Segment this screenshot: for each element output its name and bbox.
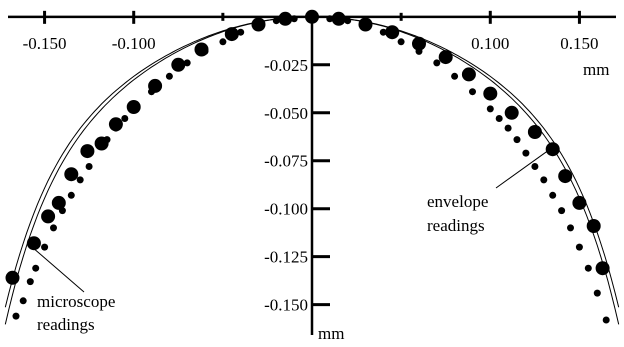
large-data-point (26, 236, 41, 251)
small-data-point (41, 243, 49, 251)
small-data-point (531, 163, 539, 170)
large-data-point (126, 100, 141, 114)
annotation-envelope-readings: envelope (427, 192, 488, 211)
y-unit-label: mm (318, 324, 344, 343)
large-data-point (51, 195, 66, 210)
large-data-point (438, 50, 453, 65)
large-data-point (80, 144, 95, 159)
annotation-envelope-readings: readings (427, 216, 485, 235)
small-data-point (121, 115, 129, 122)
y-tick-label: -0.100 (264, 200, 308, 219)
large-data-point (251, 17, 266, 32)
annotations: envelope readings microscope readings (31, 146, 553, 334)
small-data-point (379, 28, 387, 36)
small-data-point (76, 176, 84, 184)
annotation-leader (31, 246, 85, 293)
large-data-point (148, 78, 163, 93)
small-data-point (183, 59, 191, 67)
y-tick-label: -0.075 (264, 152, 308, 171)
x-tick-label: -0.150 (23, 34, 67, 53)
large-data-point (224, 27, 239, 42)
large-data-point (545, 142, 560, 157)
large-data-point (5, 270, 20, 285)
small-data-point (165, 72, 173, 80)
small-data-point (433, 59, 441, 67)
x-tick-label: -0.100 (112, 34, 156, 53)
large-data-point (171, 57, 186, 72)
small-data-point (219, 38, 227, 46)
small-data-point (513, 136, 521, 144)
small-data-point (593, 289, 601, 297)
large-data-point (586, 219, 601, 233)
small-data-point (397, 38, 405, 46)
x-tick-label: 0.150 (560, 34, 598, 53)
small-data-point (504, 124, 512, 132)
annotation-microscope-readings: readings (37, 315, 95, 334)
small-data-point (237, 28, 245, 36)
small-data-point (549, 191, 557, 199)
large-data-point (64, 167, 79, 182)
large-data-point (504, 105, 519, 120)
large-data-point (358, 17, 373, 32)
large-data-point (527, 125, 542, 139)
small-data-point (486, 105, 494, 113)
large-data-point (483, 86, 498, 101)
large-data-point (305, 9, 319, 24)
small-data-point (602, 316, 610, 324)
large-data-point (278, 11, 293, 26)
small-data-point (567, 224, 574, 232)
annotation-leader (495, 146, 553, 189)
small-data-point (67, 191, 75, 199)
small-data-point (85, 163, 93, 170)
large-data-point (412, 36, 426, 51)
x-ticks: -0.150 -0.100 0.100 0.150 (23, 10, 599, 53)
small-data-point (290, 15, 298, 23)
small-data-point (344, 17, 352, 25)
small-data-point (584, 264, 592, 272)
small-data-point (12, 312, 20, 320)
large-data-point (558, 169, 573, 184)
large-data-point (572, 195, 587, 210)
small-data-point (575, 243, 583, 251)
small-data-point (540, 176, 548, 184)
small-data-point (495, 115, 503, 122)
small-data-point (19, 297, 27, 305)
data-points (5, 9, 610, 324)
small-data-point (50, 224, 57, 232)
large-data-point (94, 136, 109, 151)
large-data-point (595, 261, 610, 276)
small-data-point (469, 88, 476, 96)
y-tick-label: -0.150 (264, 296, 308, 315)
large-data-point (385, 25, 400, 40)
x-unit-label: mm (583, 60, 609, 79)
small-data-point (32, 264, 40, 272)
y-tick-label: -0.025 (264, 56, 308, 75)
annotation-microscope-readings: microscope (37, 292, 115, 311)
y-tick-label: -0.050 (264, 104, 308, 123)
large-data-point (41, 209, 56, 224)
large-data-point (194, 42, 209, 57)
small-data-point (326, 15, 334, 23)
small-data-point (272, 17, 280, 25)
large-data-point (461, 67, 476, 82)
large-data-point (108, 117, 123, 132)
small-data-point (26, 278, 34, 286)
small-data-point (558, 207, 566, 215)
x-tick-label: 0.100 (471, 34, 509, 53)
large-data-point (331, 11, 346, 26)
y-tick-label: -0.125 (264, 248, 308, 267)
small-data-point (522, 149, 530, 157)
y-ticks: -0.025 -0.050 -0.075 -0.100 -0.125 -0.150 (264, 56, 330, 315)
small-data-point (451, 72, 459, 80)
